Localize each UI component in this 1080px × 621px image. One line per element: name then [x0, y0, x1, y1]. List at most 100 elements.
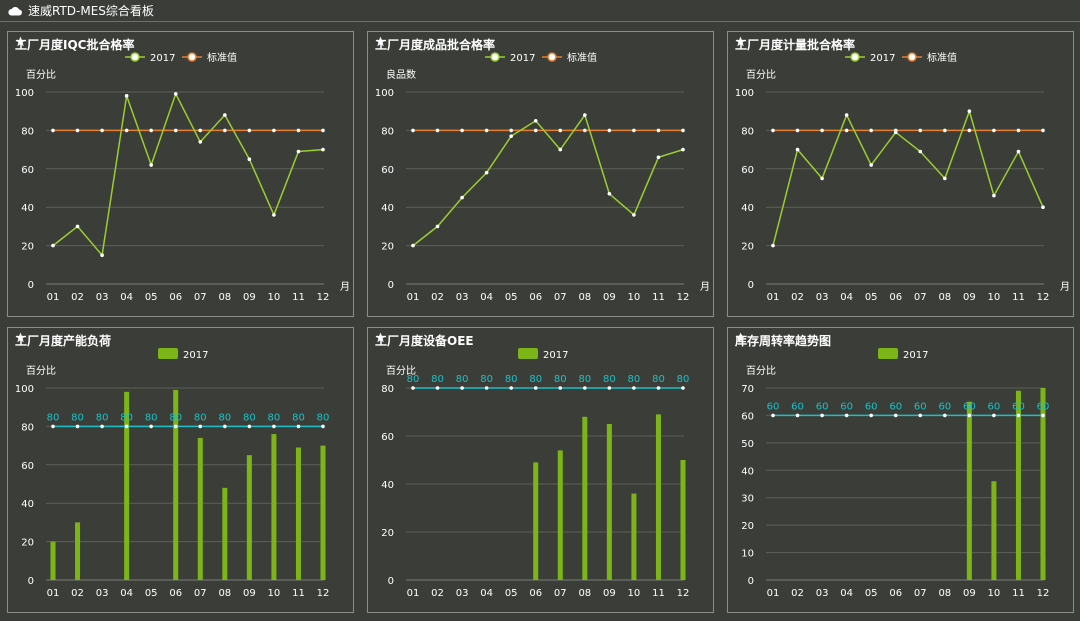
chart-panel-finished: 0 20 40 60 80 100 01 02 03 04 05 06 07 08 09 10 11 12 良品数月… [367, 31, 714, 317]
y-tick-label: 100 [15, 384, 34, 395]
standard-point [1041, 128, 1045, 133]
bar [246, 455, 252, 580]
standard-point [795, 128, 800, 133]
x-tick-label: 12 [317, 292, 330, 303]
x-tick-label: 08 [578, 292, 591, 303]
data-point [918, 149, 923, 154]
chart-panel-oee: 0 20 40 60 80 01 02 03 04 05 06 07 08 09 10 11 12 百分比 2017… [367, 327, 714, 613]
target-value-label: 80 [71, 412, 84, 423]
target-value-label: 60 [889, 401, 902, 412]
x-tick-label: 01 [767, 588, 780, 599]
chart-svg-inventory: 0 10 20 30 40 50 60 70 01 02 03 04 05 06 07 08 09 10 11 12 百… [741, 348, 1049, 599]
target-point [893, 413, 898, 418]
target-point [198, 424, 203, 429]
x-tick-label: 01 [47, 588, 60, 599]
chart-title-text: 工厂月度设备OEE [375, 334, 474, 348]
x-tick-label: 07 [554, 292, 567, 303]
x-tick-label: 03 [96, 292, 109, 303]
standard-point [583, 128, 587, 133]
standard-point [198, 128, 203, 133]
y-tick-label: 60 [21, 461, 34, 472]
chart-panel-capacity: 0 20 40 60 80 100 01 02 03 04 05 06 07 08 09 10 11 12 百分比 2… [7, 327, 354, 613]
x-tick-label: 02 [791, 292, 804, 303]
x-tick-label: 09 [243, 292, 256, 303]
chart-title-text: 工厂月度IQC批合格率 [15, 38, 135, 52]
data-point [558, 147, 563, 152]
y-tick-label: 20 [21, 538, 34, 549]
target-point [632, 386, 636, 390]
x-tick-label: 09 [603, 292, 616, 303]
x-tick-label: 10 [628, 588, 641, 599]
star-icon [15, 332, 26, 343]
data-point [198, 140, 203, 144]
standard-point [484, 128, 489, 133]
chart-panel-metrology: 0 20 40 60 80 100 01 02 03 04 05 06 07 08 09 10 11 12 百分比月… [727, 31, 1074, 317]
bar [631, 493, 637, 580]
target-value-label: 80 [407, 374, 420, 385]
star-icon [735, 332, 746, 343]
legend-label-2017: 2017 [510, 53, 535, 64]
standard-point [820, 128, 824, 133]
legend-marker-2017 [130, 52, 140, 62]
target-point [967, 413, 972, 418]
target-value-label: 80 [480, 374, 493, 385]
y-tick-label: 40 [21, 203, 34, 214]
target-value-label: 80 [96, 412, 109, 423]
y-tick-label: 0 [28, 576, 34, 587]
y-tick-label: 70 [741, 384, 754, 395]
legend-swatch-2017 [878, 348, 898, 359]
y-tick-label: 80 [381, 126, 394, 137]
x-tick-label: 10 [268, 292, 281, 303]
y-tick-label: 60 [381, 165, 394, 176]
chart-title-text: 工厂月度成品批合格率 [375, 38, 496, 52]
data-point [607, 191, 612, 196]
legend-label-standard: 标准值 [927, 51, 957, 64]
target-value-label: 80 [677, 374, 690, 385]
standard-point [321, 128, 325, 133]
x-tick-label: 01 [47, 292, 60, 303]
chart-panel-inventory: 0 10 20 30 40 50 60 70 01 02 03 04 05 06 07 08 09 10 11 12 百… [727, 327, 1074, 613]
y-axis-label: 良品数 [386, 68, 416, 81]
bar [606, 424, 612, 580]
legend-swatch-2017 [158, 348, 178, 359]
y-tick-label: 60 [741, 165, 754, 176]
target-value-label: 80 [317, 412, 330, 423]
target-point [411, 386, 415, 390]
bar [295, 447, 301, 580]
target-point [918, 413, 923, 418]
target-value-label: 80 [628, 374, 641, 385]
target-value-label: 60 [938, 401, 951, 412]
x-tick-label: 05 [505, 292, 518, 303]
legend-label-2017: 2017 [150, 53, 175, 64]
y-tick-label: 60 [21, 165, 34, 176]
x-tick-label: 07 [554, 588, 567, 599]
x-tick-label: 05 [865, 588, 878, 599]
data-point [484, 170, 489, 175]
bar [557, 450, 563, 580]
standard-point [533, 128, 538, 133]
x-tick-label: 09 [243, 588, 256, 599]
x-tick-label: 09 [963, 292, 976, 303]
top-bar: 速威RTD-MES综合看板 [0, 0, 1080, 22]
x-tick-label: 05 [505, 588, 518, 599]
standard-point [75, 128, 80, 133]
y-tick-label: 30 [741, 494, 754, 505]
target-point [820, 413, 824, 418]
target-point [583, 386, 587, 390]
legend-label-standard: 标准值 [207, 51, 237, 64]
x-tick-label: 08 [218, 588, 231, 599]
x-tick-label: 03 [456, 292, 469, 303]
x-tick-label: 11 [292, 588, 305, 599]
target-value-label: 80 [120, 412, 133, 423]
chart-svg-finished: 0 20 40 60 80 100 01 02 03 04 05 06 07 08 09 10 11 12 良品数月… [375, 51, 710, 303]
legend-marker-standard [187, 52, 197, 62]
x-tick-label: 02 [71, 588, 84, 599]
data-point [509, 134, 513, 138]
target-value-label: 80 [652, 374, 665, 385]
target-value-label: 60 [1012, 401, 1025, 412]
y-tick-label: 40 [381, 480, 394, 491]
series-line-2017 [412, 113, 684, 247]
star-icon [15, 36, 26, 47]
x-tick-label: 10 [988, 292, 1001, 303]
data-point [124, 94, 129, 98]
